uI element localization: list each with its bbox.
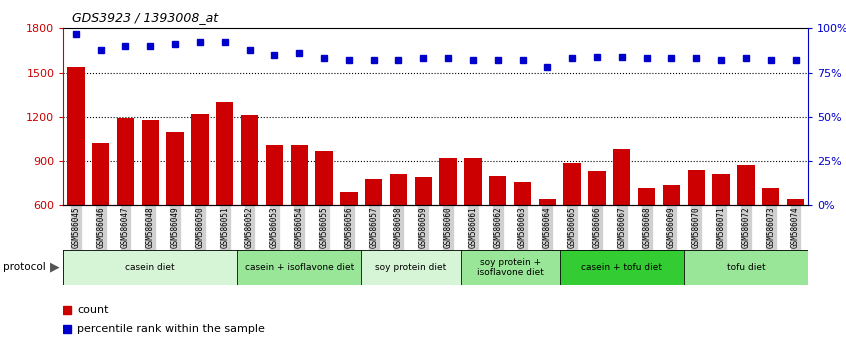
Bar bbox=[241, 115, 258, 294]
Bar bbox=[191, 114, 209, 294]
Bar bbox=[638, 188, 656, 294]
Text: casein + isoflavone diet: casein + isoflavone diet bbox=[244, 263, 354, 272]
Bar bbox=[684, 250, 808, 285]
Bar bbox=[560, 250, 684, 285]
Bar bbox=[390, 175, 407, 294]
Text: protocol: protocol bbox=[3, 262, 46, 272]
Text: soy protein +
isoflavone diet: soy protein + isoflavone diet bbox=[476, 258, 544, 277]
Bar bbox=[464, 158, 481, 294]
Text: casein diet: casein diet bbox=[125, 263, 175, 272]
Text: ▶: ▶ bbox=[50, 261, 59, 274]
Bar bbox=[266, 145, 283, 294]
Text: soy protein diet: soy protein diet bbox=[376, 263, 447, 272]
Bar bbox=[460, 250, 560, 285]
Bar bbox=[415, 177, 432, 294]
Bar bbox=[63, 250, 237, 285]
Text: tofu diet: tofu diet bbox=[727, 263, 765, 272]
Bar bbox=[216, 102, 233, 294]
Bar bbox=[613, 149, 630, 294]
Bar bbox=[365, 179, 382, 294]
Bar bbox=[514, 182, 531, 294]
Bar bbox=[539, 199, 556, 294]
Bar bbox=[737, 166, 755, 294]
Bar bbox=[117, 118, 135, 294]
Bar bbox=[563, 162, 581, 294]
Text: GDS3923 / 1393008_at: GDS3923 / 1393008_at bbox=[72, 11, 218, 24]
Bar bbox=[361, 250, 460, 285]
Text: casein + tofu diet: casein + tofu diet bbox=[581, 263, 662, 272]
Bar bbox=[662, 185, 680, 294]
Bar bbox=[712, 175, 730, 294]
Bar bbox=[588, 171, 606, 294]
Bar bbox=[167, 132, 184, 294]
Bar bbox=[688, 170, 705, 294]
Bar bbox=[92, 143, 109, 294]
Bar bbox=[489, 176, 507, 294]
Bar bbox=[787, 199, 805, 294]
Bar bbox=[141, 120, 159, 294]
Bar bbox=[237, 250, 361, 285]
Bar bbox=[340, 192, 358, 294]
Bar bbox=[762, 188, 779, 294]
Text: count: count bbox=[77, 305, 108, 315]
Bar bbox=[316, 151, 332, 294]
Bar bbox=[290, 145, 308, 294]
Bar bbox=[67, 67, 85, 294]
Text: percentile rank within the sample: percentile rank within the sample bbox=[77, 324, 265, 334]
Bar bbox=[439, 158, 457, 294]
